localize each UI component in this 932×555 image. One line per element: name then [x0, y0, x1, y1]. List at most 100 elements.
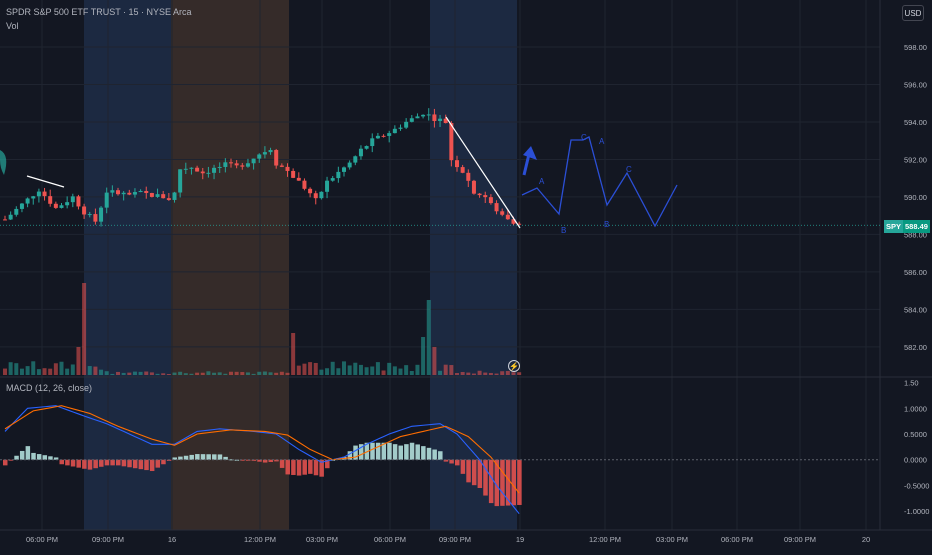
candle-body-29 [166, 198, 171, 200]
candle-body-0 [3, 219, 7, 221]
macd-hist-bar-53 [302, 459, 307, 475]
volume-bar-0 [3, 368, 7, 375]
volume-bar-89 [505, 370, 510, 375]
candle-body-3 [19, 203, 24, 209]
candle-body-7 [42, 191, 47, 197]
volume-bar-14 [82, 283, 87, 375]
candle-body-58 [330, 178, 335, 181]
volume-bar-17 [99, 369, 104, 375]
volume-bar-63 [358, 364, 363, 375]
volume-bar-76 [432, 347, 437, 375]
candle-body-19 [110, 190, 115, 193]
macd-hist-bar-54 [308, 459, 313, 474]
candle-body-79 [449, 123, 454, 161]
candle-body-69 [392, 128, 397, 134]
wave-projection-line [521, 136, 678, 228]
time-tick-8: 12:00 PM [589, 535, 621, 544]
lightning-icon[interactable]: ⚡ [508, 360, 520, 372]
volume-bar-2 [14, 363, 19, 375]
drawing-shape-left [0, 150, 7, 175]
candle-body-87 [494, 203, 499, 212]
time-tick-6: 09:00 PM [439, 535, 471, 544]
macd-tick-0: 1.50 [904, 379, 919, 388]
macd-hist-bar-67 [381, 442, 387, 460]
candle-body-4 [25, 198, 30, 204]
volume-bar-31 [178, 371, 183, 375]
volume-bar-74 [421, 337, 426, 375]
macd-hist-bar-52 [296, 459, 302, 476]
candle-body-52 [296, 177, 301, 181]
volume-bar-44 [251, 373, 256, 375]
candle-body-65 [370, 138, 375, 147]
candle-body-44 [251, 158, 256, 164]
candle-body-80 [455, 160, 459, 168]
candle-body-84 [477, 193, 482, 196]
candle-body-70 [398, 127, 403, 129]
volume-bar-13 [76, 347, 81, 375]
candle-body-36 [206, 172, 211, 174]
macd-hist-bar-10 [59, 459, 64, 465]
volume-bar-73 [415, 364, 420, 375]
candle-body-43 [245, 163, 250, 167]
macd-hist-bar-14 [82, 459, 87, 469]
volume-bar-53 [302, 363, 307, 375]
volume-bar-11 [65, 368, 70, 375]
volume-bar-40 [229, 371, 233, 375]
macd-hist-bar-48 [274, 459, 279, 462]
currency-button[interactable]: USD [902, 5, 924, 21]
macd-hist-bar-0 [3, 459, 8, 466]
candle-body-27 [155, 194, 160, 197]
candle-body-33 [189, 167, 194, 169]
volume-bar-6 [36, 369, 41, 375]
candle-body-57 [325, 180, 330, 192]
volume-bar-48 [274, 372, 279, 375]
symbol-title[interactable]: SPDR S&P 500 ETF TRUST · 15 · NYSE Arca [6, 7, 192, 17]
volume-bar-12 [70, 364, 75, 375]
volume-bar-49 [279, 371, 284, 375]
macd-hist-bar-78 [443, 459, 449, 462]
volume-bar-81 [460, 372, 465, 375]
candle-body-47 [268, 150, 273, 153]
volume-bar-7 [42, 368, 47, 375]
macd-hist-bar-4 [25, 446, 31, 460]
macd-hist-bar-68 [387, 442, 392, 460]
macd-hist-bar-22 [127, 459, 132, 468]
candle-body-49 [279, 165, 284, 167]
macd-tick-5: -1.0000 [904, 507, 929, 516]
candle-body-18 [104, 192, 109, 208]
macd-hist-bar-20 [116, 459, 121, 466]
macd-hist-bar-1 [8, 459, 14, 461]
macd-hist-bar-26 [149, 459, 155, 472]
price-tick-7: 584.00 [904, 305, 927, 314]
volume-bar-16 [93, 366, 98, 375]
volume-bar-28 [161, 373, 166, 375]
volume-bar-70 [398, 368, 403, 375]
candle-body-23 [132, 192, 137, 195]
volume-bar-24 [138, 371, 143, 375]
macd-hist-bar-70 [398, 445, 403, 460]
time-tick-1: 09:00 PM [92, 535, 124, 544]
candle-body-77 [438, 118, 443, 122]
candle-body-15 [87, 214, 92, 216]
time-tick-5: 06:00 PM [374, 535, 406, 544]
volume-bar-43 [245, 372, 250, 375]
candle-body-67 [381, 135, 386, 137]
wave-label-2: C [581, 133, 587, 142]
macd-hist-bar-61 [347, 451, 353, 460]
volume-bar-20 [116, 371, 120, 375]
time-tick-10: 06:00 PM [721, 535, 753, 544]
volume-bar-64 [364, 367, 369, 375]
time-tick-3: 12:00 PM [244, 535, 276, 544]
macd-hist-bar-15 [87, 459, 93, 470]
macd-hist-bar-42 [240, 459, 245, 461]
time-tick-12: 20 [862, 535, 870, 544]
macd-hist-bar-46 [262, 459, 268, 463]
candle-body-25 [144, 190, 149, 194]
volume-bar-88 [500, 371, 505, 375]
price-tick-3: 592.00 [904, 155, 927, 164]
candle-body-30 [172, 192, 177, 200]
volume-bar-66 [375, 362, 380, 375]
macd-hist-bar-86 [488, 459, 494, 504]
